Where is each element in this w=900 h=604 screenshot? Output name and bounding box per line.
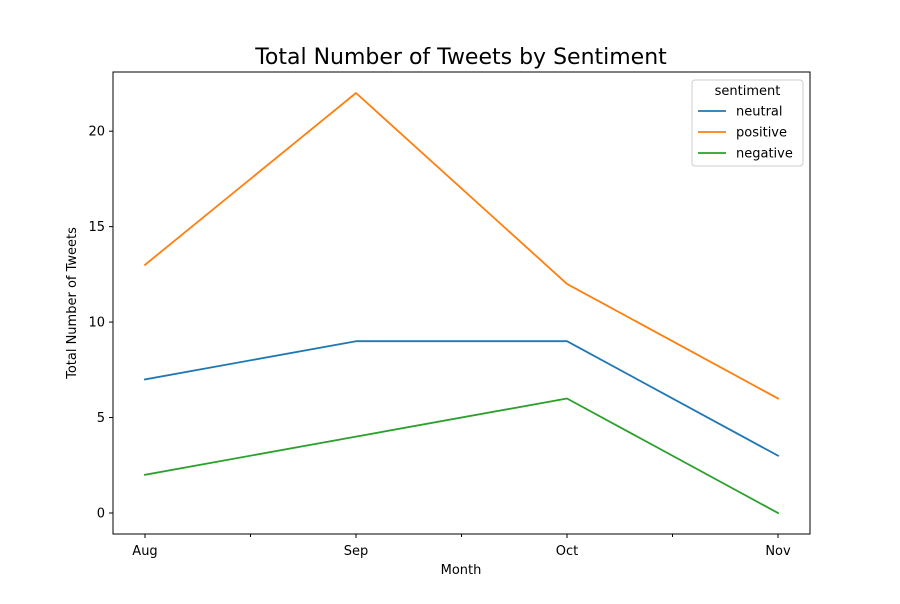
plot-area: 0 5 10 15 20 Aug Sep Oct Nov — [88, 71, 811, 559]
legend-label-positive: positive — [736, 126, 787, 141]
x-tick-label: Oct — [556, 544, 578, 559]
y-tick-label: 20 — [88, 125, 105, 140]
legend-label-negative: negative — [736, 147, 793, 162]
x-tick-label: Sep — [344, 544, 369, 559]
x-tick-label: Nov — [765, 544, 791, 559]
x-axis-label: Month — [441, 563, 482, 578]
legend: sentiment neutral positive negative — [691, 79, 804, 167]
chart-title: Total Number of Tweets by Sentiment — [254, 45, 667, 70]
series-line-neutral — [143, 340, 780, 457]
y-tick-label: 5 — [97, 411, 105, 426]
legend-box — [691, 79, 804, 167]
x-tick-label: Aug — [132, 544, 157, 559]
y-tick-label: 0 — [97, 507, 105, 522]
series-line-positive — [143, 92, 780, 400]
series-line-negative — [143, 397, 780, 515]
y-tick-label: 10 — [88, 316, 105, 331]
y-tick-label: 15 — [88, 220, 105, 235]
y-axis-label: Total Number of Tweets — [65, 227, 80, 380]
legend-title: sentiment — [715, 84, 781, 99]
legend-label-neutral: neutral — [736, 105, 783, 120]
